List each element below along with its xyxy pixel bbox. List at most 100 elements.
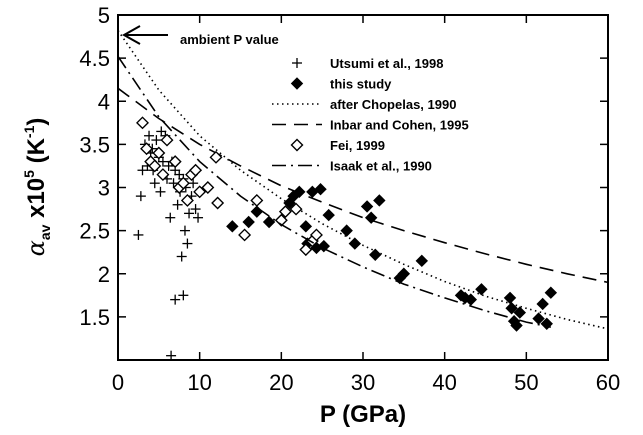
data-point — [180, 193, 194, 207]
data-point — [250, 205, 264, 218]
series-3 — [117, 87, 609, 284]
y-label-unit-close: ) — [23, 118, 50, 126]
series-2 — [117, 30, 609, 330]
y-tick-label: 2.5 — [79, 219, 110, 244]
data-point — [193, 212, 204, 223]
y-label-alpha: α — [22, 240, 50, 256]
data-point — [160, 133, 174, 147]
y-ticks: 1.5 2 2.5 3 3.5 4 4.5 5 — [79, 3, 608, 330]
data-point — [309, 228, 323, 242]
data-point — [209, 150, 223, 164]
data-point — [179, 225, 190, 236]
data-point — [317, 239, 331, 253]
annotation-text: ambient P value — [180, 32, 279, 47]
legend-label: Fei, 1999 — [330, 138, 385, 153]
y-axis-label: αav x105 (K-1) — [21, 118, 53, 257]
series-5 — [117, 55, 551, 328]
x-tick-label: 60 — [596, 370, 620, 395]
data-point — [289, 202, 303, 216]
data-point — [176, 176, 190, 190]
data-point — [155, 186, 166, 197]
data-point — [373, 194, 386, 207]
x-axis-label: P (GPa) — [320, 401, 406, 428]
y-tick-label: 4 — [98, 89, 110, 114]
x-tick-label: 20 — [269, 370, 293, 395]
legend-label: Utsumi et al., 1998 — [330, 56, 443, 71]
data-point — [262, 215, 276, 229]
data-point — [238, 228, 252, 242]
data-point — [415, 254, 429, 268]
data-point — [544, 286, 558, 299]
x-ticks: 0 10 20 30 40 50 60 — [112, 15, 620, 395]
data-point — [211, 196, 225, 210]
data-point — [149, 178, 160, 189]
data-point — [513, 306, 527, 319]
y-label-alpha-sub: av — [37, 224, 53, 240]
data-point — [299, 243, 313, 257]
legend-swatch — [290, 138, 304, 152]
data-point — [369, 248, 382, 261]
legend: Utsumi et al., 1998 this study after Chope… — [272, 56, 469, 174]
data-point — [397, 267, 411, 280]
data-point — [340, 224, 353, 237]
data-point — [293, 185, 306, 199]
data-point — [133, 229, 144, 240]
data-point — [314, 183, 327, 196]
data-point — [136, 116, 149, 130]
data-point — [156, 126, 167, 137]
data-point — [299, 220, 313, 233]
data-point — [348, 237, 362, 250]
svg-text:αav x105 (K-1): αav x105 (K-1) — [21, 118, 53, 257]
x-tick-label: 10 — [187, 370, 211, 395]
data-point — [322, 208, 335, 222]
data-layer — [117, 30, 609, 361]
x-tick-label: 40 — [432, 370, 456, 395]
y-label-unit-exp: -1 — [21, 125, 37, 138]
x-tick-label: 50 — [514, 370, 538, 395]
data-point — [193, 185, 207, 199]
legend-item: after Chopelas, 1990 — [272, 97, 456, 112]
y-label-exp: 5 — [21, 170, 37, 178]
x-tick-label: 0 — [112, 370, 124, 395]
data-point — [250, 193, 264, 207]
y-tick-label: 4.5 — [79, 46, 110, 71]
legend-item: Utsumi et al., 1998 — [292, 56, 443, 71]
legend-label: Isaak et al., 1990 — [330, 159, 432, 174]
data-point — [189, 163, 203, 177]
legend-swatch — [292, 58, 302, 68]
y-tick-label: 1.5 — [79, 305, 110, 330]
data-point — [151, 135, 162, 146]
series-line — [117, 87, 609, 284]
data-point — [137, 165, 148, 176]
data-point — [144, 130, 155, 141]
data-point — [503, 291, 517, 305]
data-point — [178, 290, 189, 301]
y-tick-label: 3.5 — [79, 132, 110, 157]
data-point — [157, 156, 168, 167]
data-point — [176, 251, 187, 262]
data-point — [278, 205, 292, 219]
data-point — [510, 319, 523, 332]
annotation: ambient P value — [121, 25, 279, 47]
y-label-unit-open: (K — [23, 137, 50, 163]
data-point — [170, 294, 181, 305]
data-point — [140, 142, 154, 156]
data-point — [135, 191, 146, 202]
data-point — [172, 199, 183, 210]
x-tick-label: 30 — [351, 370, 375, 395]
data-point — [182, 238, 193, 249]
data-point — [201, 181, 215, 194]
data-point — [360, 200, 374, 213]
legend-item: Inbar and Cohen, 1995 — [272, 118, 469, 133]
series-4 — [136, 116, 323, 257]
legend-item: this study — [290, 77, 392, 92]
data-point — [464, 293, 478, 306]
data-point — [156, 168, 170, 182]
data-point — [168, 155, 182, 169]
legend-swatch — [290, 77, 304, 90]
legend-label: Inbar and Cohen, 1995 — [330, 118, 469, 133]
data-point — [190, 204, 201, 215]
data-point — [184, 208, 195, 219]
series-line — [117, 30, 609, 330]
legend-label: after Chopelas, 1990 — [330, 97, 456, 112]
